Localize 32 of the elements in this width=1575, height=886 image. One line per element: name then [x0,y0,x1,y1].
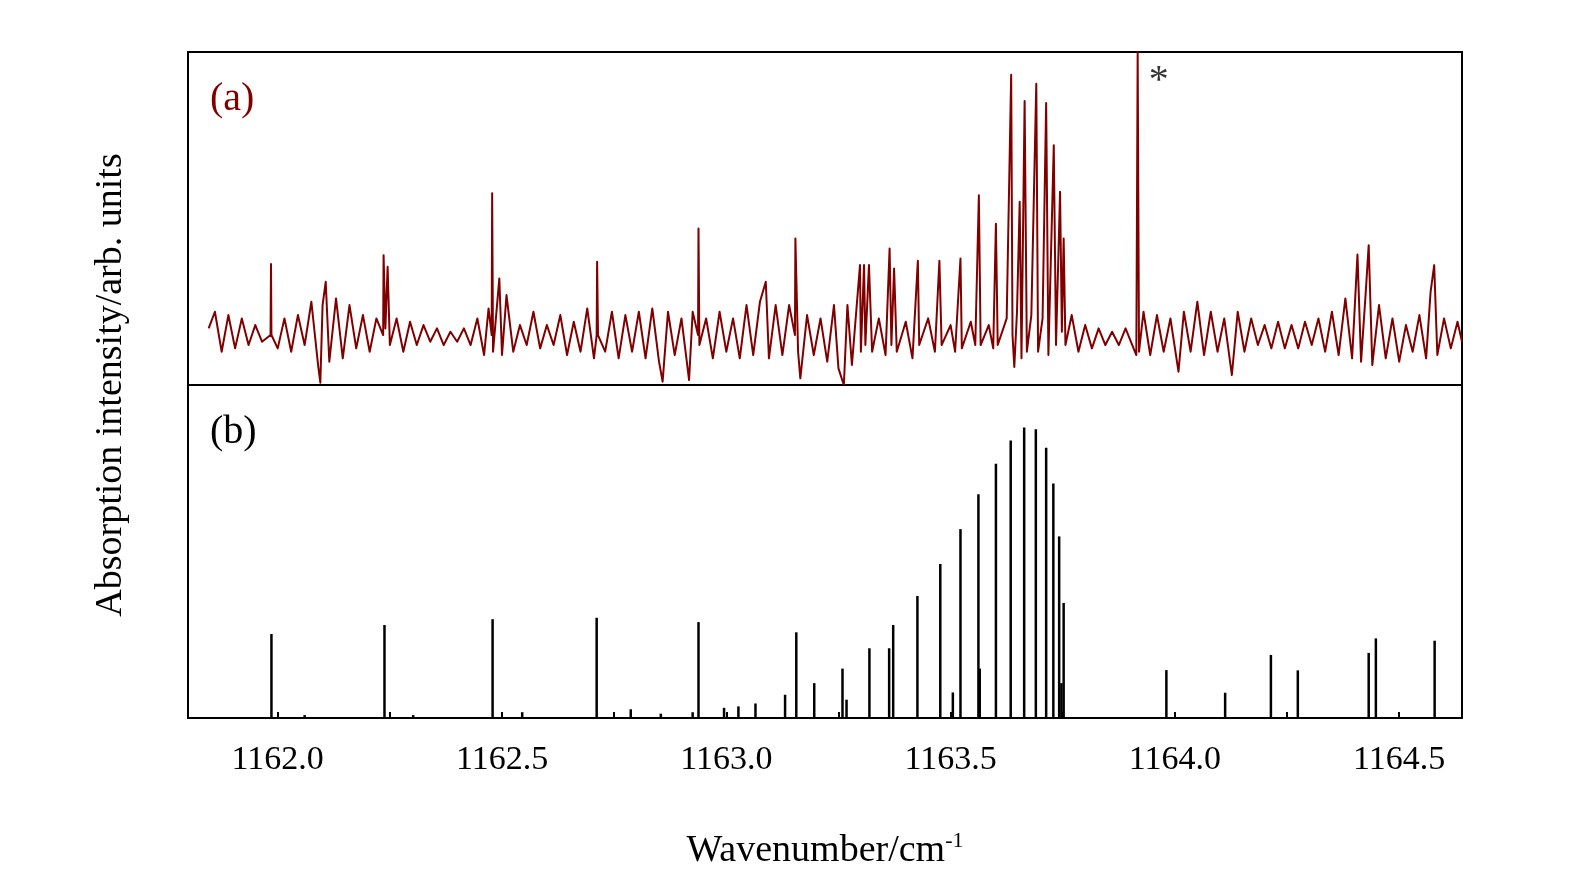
bar [691,712,694,718]
bar [841,668,844,718]
bar [697,622,700,718]
x-tick-label: 1164.0 [1128,738,1222,776]
bar [1165,670,1168,718]
text: (a) [210,73,255,119]
x-tick-label: 1162.5 [455,738,549,776]
bar [595,617,598,718]
x-tick-label: 1164.5 [1353,738,1446,776]
chart-title: (b) [210,406,257,452]
bar [1052,483,1055,718]
bar [1367,652,1370,718]
bar [1009,440,1012,718]
bar [795,632,798,718]
bar [1433,640,1436,718]
bar [916,595,919,718]
bar [383,625,386,718]
y-axis-title: Absorption intensity/arb. units [87,153,129,617]
annotation: * [1148,55,1169,101]
bar [1062,602,1065,718]
x-tick-label: 1163.5 [904,738,997,776]
bar [939,563,942,718]
bar [737,706,740,718]
bar [977,494,980,718]
bar [491,619,494,718]
bar [303,715,306,718]
bar [270,634,273,718]
bar [868,648,871,718]
bar [959,529,962,718]
x-tick-label: 1162.0 [231,738,324,776]
bar [754,703,757,718]
x-tick-label: 1163.0 [680,738,773,776]
